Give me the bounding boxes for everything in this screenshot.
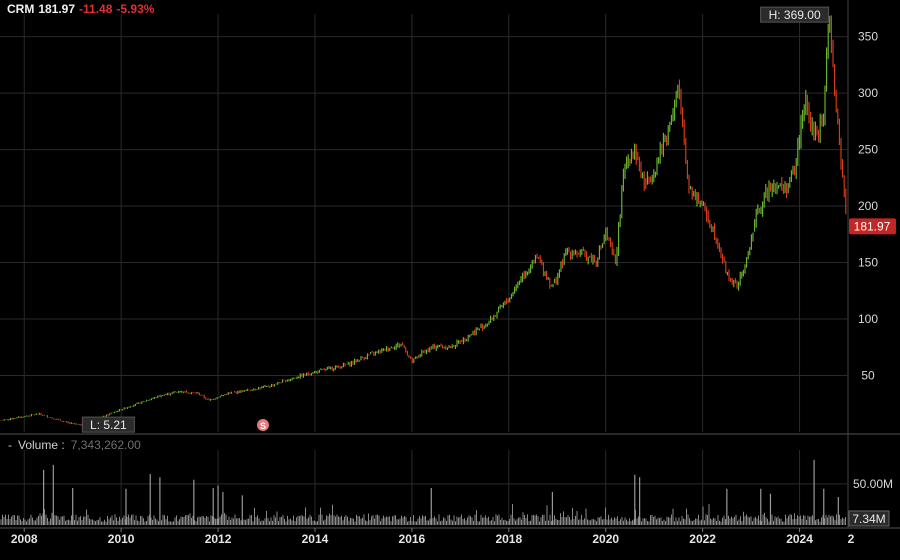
- y-tick-label: 100: [858, 312, 878, 326]
- grid: [0, 0, 900, 529]
- last-price-tag-box: [849, 218, 896, 235]
- candles: [0, 15, 847, 427]
- volume-header: - Volume :7,343,262.00: [8, 438, 141, 452]
- x-tick-label: 2008: [11, 532, 38, 546]
- volume-bars: [0, 459, 846, 525]
- last-price: 181.97: [38, 2, 76, 16]
- price-change: -11.48: [79, 2, 113, 16]
- x-tick-label: 2022: [689, 532, 716, 546]
- ticker-symbol: CRM: [7, 2, 35, 16]
- volume-value: 7,343,262.00: [70, 438, 141, 452]
- low-label: L: 5.21: [90, 418, 127, 432]
- x-tick-label: 2012: [205, 532, 232, 546]
- y-tick-label: 50: [861, 369, 875, 383]
- collapse-volume-icon[interactable]: -: [8, 438, 12, 452]
- y-tick-label: 150: [858, 256, 878, 270]
- volume-colon: :: [61, 438, 65, 452]
- y-tick-label: 250: [858, 143, 878, 157]
- y-tick-label: 200: [858, 199, 878, 213]
- x-tick-label: 2014: [302, 532, 329, 546]
- high-label-box: [760, 6, 830, 23]
- annotations: H: 369.00 L: 5.21 181.97 S 7.34M: [81, 6, 896, 527]
- volume-tick-label: 50.00M: [853, 477, 893, 491]
- x-tick-label: 2020: [592, 532, 619, 546]
- y-tick-label: 300: [858, 86, 878, 100]
- x-tick-label: 2018: [495, 532, 522, 546]
- low-label-box: [81, 416, 135, 433]
- price-change-percent: -5.93%: [116, 2, 155, 16]
- split-marker-label: S: [260, 421, 266, 431]
- split-marker-icon[interactable]: [257, 419, 269, 431]
- volume-last-tag-box: [848, 510, 890, 527]
- volume-last-tag: 7.34M: [852, 512, 885, 526]
- high-label: H: 369.00: [769, 8, 821, 22]
- x-tick-label: 2024: [786, 532, 813, 546]
- last-price-tag: 181.97: [854, 219, 891, 233]
- axes: 2008 2010 2012 2014 2016 2018 2020 2022 2024 2501…: [11, 30, 893, 546]
- x-tick-label: 2016: [399, 532, 426, 546]
- x-tick-label: 2010: [108, 532, 135, 546]
- volume-title: Volume: [18, 438, 59, 452]
- y-tick-label: 350: [858, 30, 878, 44]
- x-tick-label: 2: [848, 532, 855, 546]
- quote-header: CRM 181.97 -11.48 -5.93%: [7, 2, 154, 16]
